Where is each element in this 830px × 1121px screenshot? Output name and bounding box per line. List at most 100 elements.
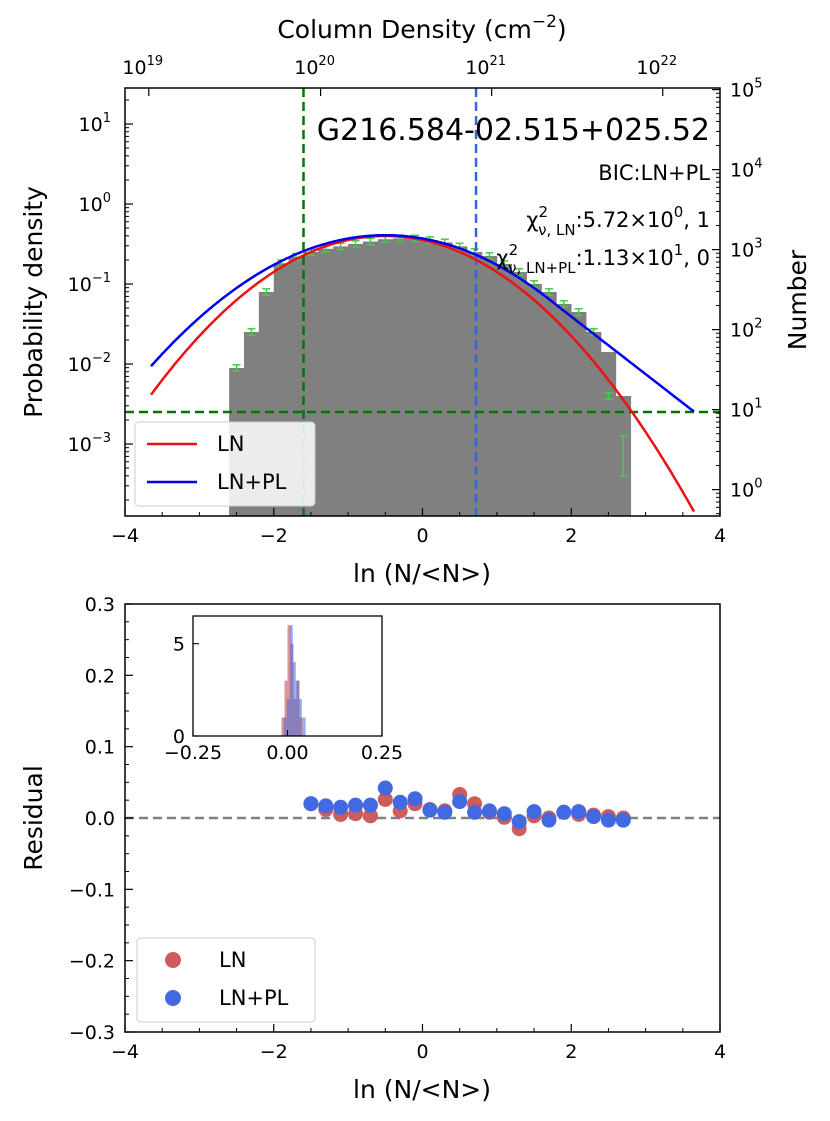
- hist-bar: [496, 264, 513, 516]
- y-tick-label: 0.1: [85, 737, 115, 759]
- y-tick-label: 10−1: [68, 271, 111, 296]
- x-tick-label: −2: [260, 1041, 288, 1063]
- lnpl-residual-point: [571, 804, 587, 820]
- y-tick-label: 100: [79, 191, 111, 216]
- lnpl-fit-curve: [150, 233, 695, 413]
- bic-label: BIC:LN+PL: [598, 161, 710, 185]
- x-tick-label: −2: [260, 525, 288, 547]
- hist-bar: [571, 312, 587, 516]
- inset-ticks: −0.25 0.00 0.25 0 5: [164, 634, 403, 764]
- pdf-xlabel: ln (N/<N>): [353, 559, 491, 588]
- y-right-tick-label: 102: [730, 317, 762, 342]
- inset-y-tick-label: 5: [173, 634, 185, 656]
- hist-bar: [541, 292, 557, 516]
- y-tick-label: −0.1: [69, 879, 115, 901]
- legend-ln-label: LN: [219, 948, 246, 972]
- x-top-tick-label: 1021: [465, 54, 506, 79]
- hist-bar: [601, 352, 617, 516]
- lnpl-residual-point: [511, 814, 527, 830]
- lnpl-residual-point: [407, 791, 423, 807]
- y-tick-label: 0.3: [85, 594, 115, 616]
- y-tick-label: 10−3: [68, 431, 111, 456]
- hist-bar: [318, 248, 334, 516]
- x-tick-label: 2: [565, 1041, 577, 1063]
- lnpl-residual-point: [348, 797, 364, 813]
- lnpl-residual-point: [303, 796, 319, 812]
- lnpl-residual-point: [437, 804, 453, 820]
- hist-bar: [586, 332, 602, 516]
- x-tick-label: −4: [111, 1041, 139, 1063]
- inset-x-tick-label: 0.25: [361, 742, 403, 764]
- ln-fit-curve: [150, 234, 696, 513]
- residual-panel: −4 −2 0 2 4 −0.3 −0.2 −0.1 0.0 0.1 0.2 0.3 LN LN+PL…: [19, 594, 726, 1104]
- hist-bar: [407, 238, 423, 516]
- hist-bar: [556, 304, 572, 516]
- x-tick-label: 2: [565, 525, 577, 547]
- ln-residual-point: [362, 808, 378, 824]
- y-tick-label: 101: [79, 111, 111, 136]
- x-top-tick-label: 1022: [636, 54, 677, 79]
- inset-lnpl-bar: [302, 717, 306, 736]
- pdf-top-xlabel: Column Density (cm−2): [277, 12, 566, 44]
- pdf-ylabel-right: Number: [783, 249, 812, 350]
- hist-bar: [363, 241, 379, 516]
- pdf-title: G216.584-02.515+025.52: [317, 113, 710, 148]
- y-tick-label: −0.3: [69, 1022, 115, 1044]
- x-top-tick-label: 1019: [122, 54, 163, 79]
- chi-lnpl-label: χ2 ν, LN+PL:1.13×101, 0: [496, 241, 710, 277]
- pdf-plot-area: [125, 88, 720, 516]
- y-right-tick-label: 104: [730, 157, 762, 182]
- hist-bar: [348, 244, 364, 516]
- x-tick-label: 0: [416, 525, 428, 547]
- residual-ticks: −4 −2 0 2 4 −0.3 −0.2 −0.1 0.0 0.1 0.2 0.3: [69, 594, 726, 1063]
- hist-bar: [452, 246, 468, 516]
- lnpl-residual-point: [615, 812, 631, 828]
- y-tick-label: 0.2: [85, 665, 115, 687]
- lnpl-residual-point: [586, 809, 602, 825]
- hist-bar: [482, 256, 498, 516]
- lnpl-residual-point: [318, 798, 334, 814]
- lnpl-residual-point: [422, 802, 438, 818]
- hist-bar: [422, 240, 438, 516]
- lnpl-residual-point: [377, 780, 393, 796]
- hist-bar: [511, 272, 527, 516]
- legend-ln-label: LN: [217, 432, 244, 456]
- x-tick-label: −4: [111, 525, 139, 547]
- legend-lnpl-marker: [165, 990, 181, 1006]
- inset-ln-bar: [287, 625, 291, 736]
- y-right-tick-label: 105: [730, 77, 762, 102]
- inset-lnpl-bar: [298, 699, 302, 736]
- ln-residual-point: [377, 791, 393, 807]
- hist-bar: [526, 284, 542, 516]
- hist-bar: [333, 246, 349, 516]
- inset-ln-bar: [284, 680, 288, 736]
- lnpl-residual-point: [600, 812, 616, 828]
- pdf-panel: −4 −2 0 2 4 10−3 10−2 10−1 100 101 100 101 102 103 104…: [19, 12, 812, 588]
- inset-lnpl-bar: [292, 662, 296, 736]
- inset-ln-bar: [281, 717, 285, 736]
- y-tick-label: −0.2: [69, 951, 115, 973]
- pdf-ticks: −4 −2 0 2 4 10−3 10−2 10−1 100 101 100 101 102 103 104…: [68, 54, 763, 547]
- hist-bar: [437, 242, 453, 516]
- chi-ln-label: χ2 ν, LN:5.72×100, 1: [526, 203, 710, 239]
- x-tick-label: 4: [714, 1041, 726, 1063]
- y-right-tick-label: 101: [730, 397, 762, 422]
- residual-plot-area: [125, 780, 720, 837]
- lnpl-residual-point: [556, 804, 572, 820]
- hist-bar: [377, 239, 394, 516]
- lnpl-residual-point: [526, 804, 542, 820]
- lnpl-residual-point: [467, 804, 483, 820]
- hist-bar: [467, 252, 483, 516]
- residual-xlabel: ln (N/<N>): [353, 1075, 491, 1104]
- pdf-ylabel-left: Probability density: [19, 186, 48, 418]
- pdf-clipped-group: [125, 88, 720, 516]
- y-tick-label: 10−2: [68, 351, 111, 376]
- inset-plot-area: [281, 625, 306, 736]
- lnpl-residual-point: [362, 797, 378, 813]
- lnpl-residual-point: [496, 806, 512, 822]
- lnpl-residual-point: [392, 794, 408, 810]
- residual-legend: LN LN+PL: [136, 937, 316, 1023]
- inset-lnpl-bar: [286, 699, 290, 736]
- y-tick-label: 0.0: [85, 808, 115, 830]
